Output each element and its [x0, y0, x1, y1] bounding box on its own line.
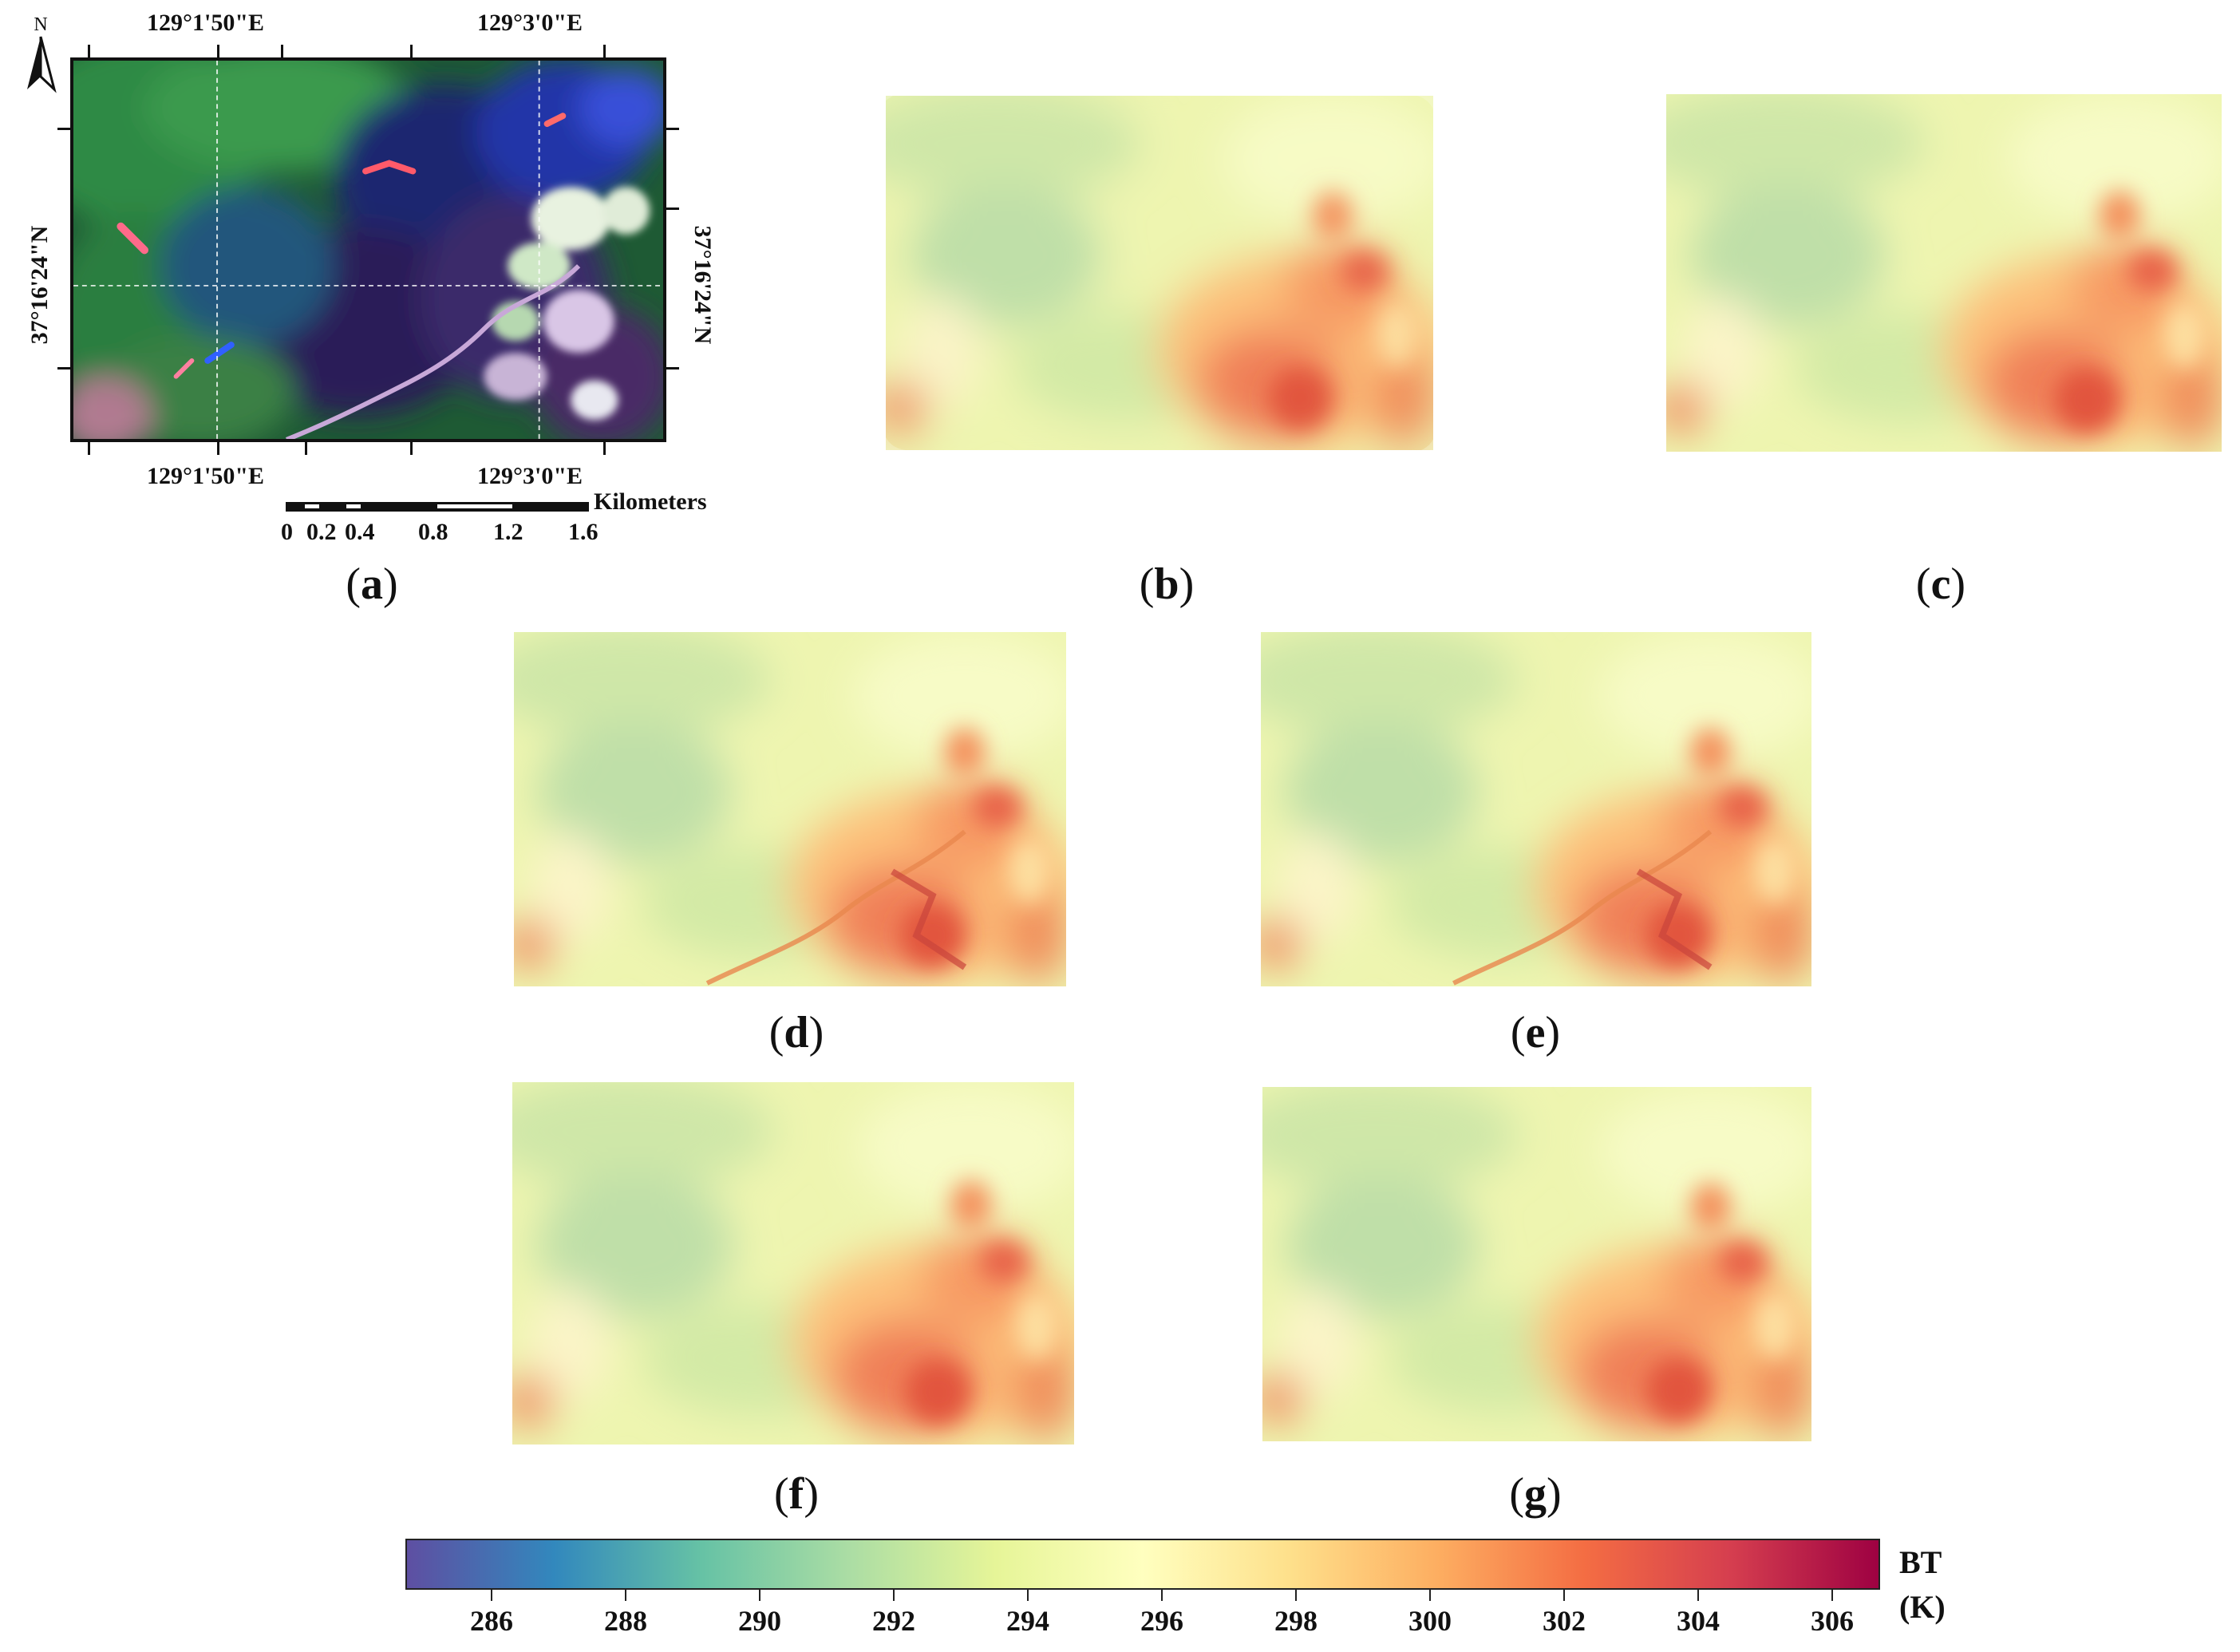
scale-value-label: 0.2 [306, 519, 337, 545]
frame-tick [603, 442, 606, 455]
scale-unit-label: Kilometers [594, 488, 707, 515]
scale-value-label: 0.4 [345, 519, 375, 545]
bt-map-g [1262, 1087, 1811, 1441]
frame-tick [88, 45, 90, 57]
panel-label-a: (a) [346, 559, 398, 609]
colorbar-tick [1697, 1590, 1699, 1601]
colorbar-tick-label: 286 [470, 1605, 513, 1637]
colorbar-tick-label: 296 [1140, 1605, 1183, 1637]
scale-value-label: 1.6 [568, 519, 599, 545]
colorbar-tick [491, 1590, 492, 1601]
frame-tick [57, 128, 70, 130]
frame-tick [217, 442, 219, 455]
scale-bar [286, 501, 589, 512]
panel-label-d: (d) [768, 1008, 824, 1057]
colorbar-tick-label: 302 [1543, 1605, 1586, 1637]
colorbar-tick-label: 304 [1677, 1605, 1720, 1637]
bt-map-f [512, 1082, 1074, 1445]
panel-label-g: (g) [1509, 1469, 1562, 1519]
frame-tick [603, 45, 606, 57]
top-longitude-label-2: 129°3'0"E [477, 10, 583, 36]
colorbar-title: BT [1899, 1544, 1942, 1580]
bottom-longitude-label-1: 129°1'50"E [147, 463, 264, 489]
colorbar-tick [1429, 1590, 1431, 1601]
north-arrow-icon: N [21, 13, 61, 101]
panel-label-e: (e) [1510, 1008, 1561, 1057]
colorbar-tick [1563, 1590, 1565, 1601]
satellite-image [70, 57, 666, 442]
frame-tick [281, 45, 283, 57]
colorbar-tick-label: 292 [872, 1605, 915, 1637]
colorbar-tick [1295, 1590, 1297, 1601]
colorbar-tick [893, 1590, 895, 1601]
frame-tick [305, 442, 307, 455]
frame-tick [666, 367, 679, 370]
frame-tick [57, 367, 70, 370]
right-latitude-label: 37°16'24"N [689, 225, 716, 345]
left-latitude-label: 37°16'24"N [26, 225, 53, 345]
scale-value-label: 0 [281, 519, 293, 545]
panel-label-f: (f) [774, 1469, 819, 1519]
frame-tick [410, 45, 413, 57]
frame-tick [666, 128, 679, 130]
frame-tick [217, 45, 219, 57]
scale-value-label: 0.8 [418, 519, 448, 545]
colorbar-tick-label: 294 [1006, 1605, 1049, 1637]
colorbar-tick-label: 288 [604, 1605, 647, 1637]
bt-map-d [514, 632, 1066, 986]
colorbar-tick [759, 1590, 760, 1601]
frame-tick [666, 207, 679, 210]
frame-tick [410, 442, 413, 455]
colorbar-tick-label: 300 [1408, 1605, 1452, 1637]
frame-tick [88, 442, 90, 455]
north-label: N [34, 14, 47, 35]
colorbar-tick [625, 1590, 626, 1601]
colorbar-tick [1027, 1590, 1029, 1601]
scale-value-label: 1.2 [493, 519, 523, 545]
bottom-longitude-label-2: 129°3'0"E [477, 463, 583, 489]
colorbar-tick-label: 290 [738, 1605, 781, 1637]
top-longitude-label-1: 129°1'50"E [147, 10, 264, 36]
colorbar-tick-label: 298 [1274, 1605, 1318, 1637]
colorbar-unit: (K) [1899, 1589, 1946, 1625]
panel-label-c: (c) [1915, 559, 1966, 609]
panel-label-b: (b) [1139, 559, 1195, 609]
bt-map-b [886, 96, 1433, 450]
colorbar-tick-label: 306 [1811, 1605, 1854, 1637]
colorbar-tick [1831, 1590, 1833, 1601]
colorbar [405, 1539, 1880, 1590]
bt-map-e [1261, 632, 1811, 986]
bt-map-c [1666, 94, 2222, 452]
colorbar-tick [1161, 1590, 1163, 1601]
